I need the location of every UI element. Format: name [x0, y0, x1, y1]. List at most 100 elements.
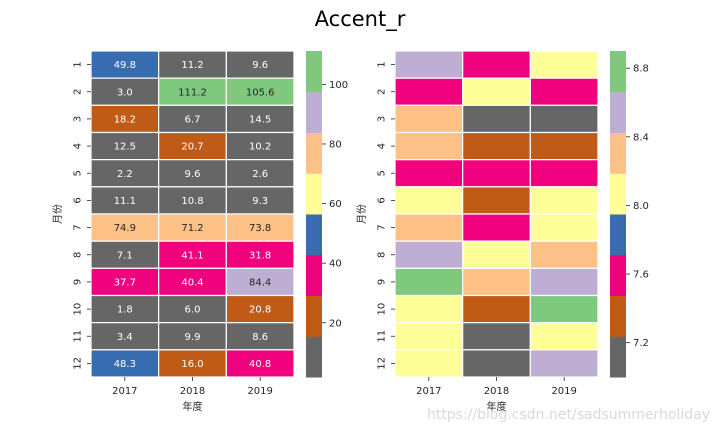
heatmap-cell [225, 213, 295, 242]
y-tick-label: 12 [377, 357, 388, 370]
colorbar-segment [610, 51, 626, 93]
colorbar-tick-label: 7.6 [633, 270, 649, 281]
colorbar-segment [306, 51, 322, 93]
heatmap-cell [90, 322, 160, 351]
heatmap-cell [462, 322, 531, 351]
colorbar-segment [610, 254, 626, 296]
heatmap-cell [462, 159, 531, 188]
cell-value-label: 20.8 [249, 305, 271, 316]
x-tick-label: 2018 [484, 386, 509, 397]
colorbar-segment [306, 336, 322, 378]
figure-title: Accent_r [315, 7, 406, 32]
heatmap-cell [394, 294, 464, 324]
colorbar-segment [306, 91, 322, 133]
heatmap-cell [394, 50, 464, 79]
colorbar-segment [610, 132, 626, 174]
heatmap-cell [90, 213, 160, 242]
colorbar-tick-label: 8.0 [633, 201, 649, 212]
heatmap-cell [394, 267, 464, 297]
heatmap-cell [394, 213, 464, 242]
heatmap-cell [529, 294, 599, 324]
cell-value-label: 9.3 [252, 196, 268, 207]
heatmap-cell [158, 50, 227, 79]
heatmap-cell [394, 131, 464, 161]
heatmap-cell [394, 240, 464, 269]
y-tick-label: 12 [73, 357, 84, 370]
heatmap-cell [462, 131, 531, 161]
y-tick-label: 1 [73, 61, 84, 67]
heatmap-cell [462, 349, 531, 378]
x-tick-label: 2019 [551, 386, 576, 397]
cell-value-label: 3.0 [117, 87, 133, 98]
cell-value-label: 1.8 [117, 305, 133, 316]
heatmap-cell [462, 186, 531, 215]
cell-value-label: 3.4 [117, 332, 133, 343]
heatmap-cell [90, 240, 160, 269]
colorbar-segment [610, 91, 626, 133]
cell-value-label: 31.8 [249, 250, 271, 261]
heatmap-cell [394, 159, 464, 188]
x-tick-label: 2017 [112, 386, 137, 397]
colorbar-tick-label: 20 [329, 318, 342, 329]
heatmap-cell [225, 131, 295, 161]
heatmap-cell [529, 267, 599, 297]
cell-value-label: 10.2 [249, 142, 271, 153]
heatmap-cell [462, 267, 531, 297]
heatmap-cell [462, 50, 531, 79]
heatmap-cell [225, 349, 295, 378]
y-tick-label: 11 [377, 330, 388, 343]
cell-value-label: 40.8 [249, 359, 271, 370]
y-axis-label: 月份 [356, 204, 368, 224]
y-tick-label: 4 [73, 143, 84, 149]
colorbar-segment [306, 295, 322, 337]
heatmap-cell [394, 77, 464, 106]
heatmap-cell [529, 131, 599, 161]
y-tick-label: 7 [73, 224, 84, 230]
colorbar-tick-label: 8.8 [633, 64, 649, 75]
x-tick-label: 2019 [247, 386, 272, 397]
cell-value-label: 74.9 [114, 223, 136, 234]
heatmap-cell [158, 294, 227, 324]
x-axis-label: 年度 [183, 400, 203, 413]
colorbar-tick-label: 100 [329, 80, 348, 91]
colorbar-tick-label: 7.2 [633, 338, 649, 349]
colorbar-segment [306, 132, 322, 174]
watermark: https://blog.csdn.net/sadsummerholiday [427, 407, 710, 423]
heatmap-cell [225, 77, 295, 106]
colorbar-segment [610, 295, 626, 337]
colorbar-segment [306, 254, 322, 296]
colorbar-segment [610, 336, 626, 378]
cell-value-label: 8.6 [252, 332, 268, 343]
cell-value-label: 40.4 [181, 277, 203, 288]
y-tick-label: 10 [377, 303, 388, 316]
y-tick-label: 3 [377, 116, 388, 122]
y-tick-label: 6 [73, 197, 84, 203]
heatmap-cell [462, 240, 531, 269]
cell-value-label: 73.8 [249, 223, 271, 234]
heatmap-cell [529, 213, 599, 242]
heatmap-cell [462, 294, 531, 324]
heatmap-cell [529, 349, 599, 378]
colorbar-tick-label: 80 [329, 139, 342, 150]
heatmap-cell [225, 186, 295, 215]
x-tick-label: 2017 [416, 386, 441, 397]
y-tick-label: 4 [377, 143, 388, 149]
cell-value-label: 20.7 [181, 142, 203, 153]
colorbar-left: 20 40 60 80 100 [306, 51, 348, 378]
heatmap-cell [529, 240, 599, 269]
colorbar-right: 7.2 7.6 8.0 8.4 8.8 [610, 51, 649, 378]
cell-value-label: 2.2 [117, 169, 133, 180]
cell-value-label: 6.7 [185, 114, 201, 125]
y-tick-label: 10 [73, 303, 84, 316]
cell-value-label: 9.9 [185, 332, 201, 343]
cell-value-label: 7.1 [117, 250, 133, 261]
heatmap-cell [394, 349, 464, 378]
heatmap-cell [225, 267, 295, 297]
cell-value-label: 2.6 [252, 169, 268, 180]
y-tick-label: 8 [73, 252, 84, 258]
heatmap-cell [225, 322, 295, 351]
y-axis-label: 月份 [52, 204, 64, 224]
heatmap-cell [158, 240, 227, 269]
